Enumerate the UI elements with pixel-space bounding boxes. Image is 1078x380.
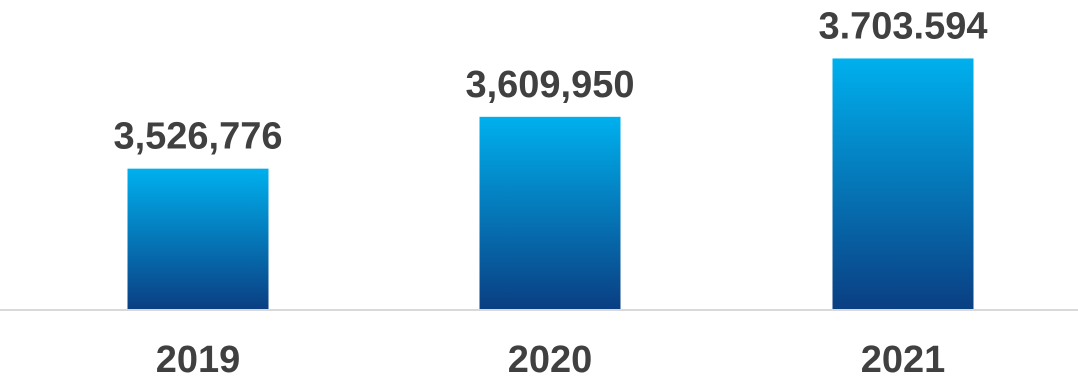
x-tick-label-2020: 2020 — [508, 339, 593, 380]
data-label-2019: 3,526,776 — [113, 116, 282, 158]
data-label-2020: 3,609,950 — [465, 64, 634, 106]
x-tick-label-2021: 2021 — [861, 339, 946, 380]
bar-2021 — [832, 58, 974, 311]
data-label-2021: 3.703.594 — [818, 5, 987, 47]
bar-2020 — [479, 116, 621, 310]
x-axis-tick-labels: 2019 2020 2021 — [156, 339, 946, 380]
bars — [127, 58, 974, 311]
bar-2019 — [127, 168, 269, 310]
data-labels: 3,526,776 3,609,950 3.703.594 — [113, 5, 987, 157]
x-tick-label-2019: 2019 — [156, 339, 241, 380]
